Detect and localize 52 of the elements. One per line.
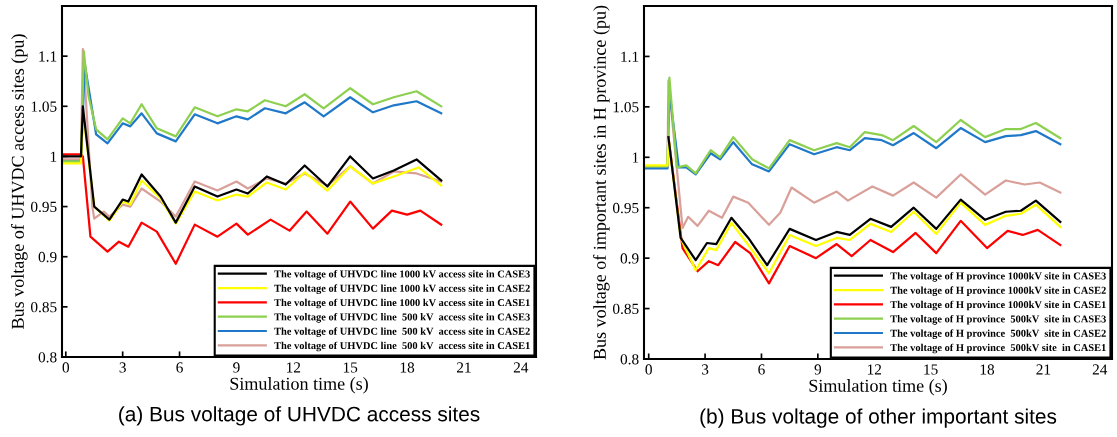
x-tick-label: 21 bbox=[1036, 364, 1051, 375]
y-tick-label: 1 bbox=[50, 151, 57, 162]
legend-label: The voltage of UHVDC line 500 kV access site in CASE1 bbox=[274, 341, 530, 352]
x-tick-label: 21 bbox=[456, 362, 471, 373]
x-tick-label: 6 bbox=[758, 364, 765, 375]
y-tick-label: 1.1 bbox=[39, 51, 57, 62]
legend-label: The voltage of UHVDC line 1000 kV access site in CASE3 bbox=[274, 270, 530, 280]
x-tick-label: 0 bbox=[62, 362, 70, 373]
legend-label: The voltage of UHVDC line 500 kV access site in CASE2 bbox=[274, 327, 530, 337]
x-tick-label: 18 bbox=[980, 364, 995, 375]
y-tick-label: 1.05 bbox=[31, 101, 57, 112]
legend-label: The voltage of H province 500kV site in CASE2 bbox=[890, 329, 1106, 339]
x-tick-label: 3 bbox=[119, 362, 126, 373]
x-tick-label: 12 bbox=[287, 362, 301, 373]
x-tick-label: 12 bbox=[867, 364, 882, 375]
legend-label: The voltage of UHVDC line 1000 kV access site in CASE2 bbox=[274, 284, 530, 294]
line-series bbox=[62, 153, 443, 265]
y-tick-label: 0.95 bbox=[30, 201, 57, 213]
x-tick-label: 15 bbox=[343, 362, 358, 373]
y-axis-title: Bus voltage of UHVDC access sites (pu) bbox=[11, 34, 28, 329]
y-axis-title: Bus voltage of important sites in H province (pu) bbox=[593, 5, 610, 360]
legend-label: The voltage of H province 1000kV site in CASE3 bbox=[890, 272, 1106, 282]
y-tick-label: 0.8 bbox=[38, 352, 57, 363]
legend-label: The voltage of H province 500kV site in CASE1 bbox=[890, 343, 1106, 354]
x-tick-label: 9 bbox=[233, 362, 240, 373]
text: (b) Bus voltage of other important sites bbox=[700, 408, 1057, 428]
x-tick-label: 15 bbox=[924, 364, 938, 375]
x-tick-label: 24 bbox=[513, 362, 529, 373]
y-tick-label: 0.9 bbox=[38, 251, 57, 263]
y-tick-label: 1.05 bbox=[613, 102, 639, 113]
legend-label: The voltage of UHVDC line 1000 kV access site in CASE1 bbox=[274, 298, 530, 309]
x-tick-label: 0 bbox=[645, 364, 652, 375]
x-tick-label: 18 bbox=[400, 362, 415, 373]
y-tick-label: 1.1 bbox=[621, 51, 639, 62]
y-tick-label: 0.85 bbox=[30, 302, 57, 313]
legend-label: The voltage of UHVDC line 500 kV access site in CASE3 bbox=[274, 312, 530, 323]
y-tick-label: 0.95 bbox=[612, 202, 639, 214]
x-tick-label: 24 bbox=[1092, 364, 1108, 375]
y-tick-label: 1 bbox=[632, 152, 639, 163]
y-tick-label: 0.8 bbox=[620, 354, 639, 365]
x-tick-label: 9 bbox=[814, 364, 822, 375]
legend-label: The voltage of H province 1000kV site in CASE2 bbox=[890, 286, 1106, 296]
y-tick-label: 0.85 bbox=[612, 303, 639, 315]
y-tick-label: 0.9 bbox=[620, 253, 639, 264]
legend-label: The voltage of H province 1000kV site in CASE1 bbox=[890, 300, 1106, 311]
x-axis-title: Simulation time (s) bbox=[230, 377, 368, 394]
line-series bbox=[62, 48, 443, 220]
x-tick-label: 6 bbox=[176, 362, 183, 373]
x-tick-label: 3 bbox=[702, 364, 709, 375]
text: (a) Bus voltage of UHVDC access sites bbox=[119, 406, 480, 426]
x-axis-title: Simulation time (s) bbox=[809, 379, 947, 396]
legend-label: The voltage of H province 500kV site in CASE3 bbox=[890, 314, 1106, 325]
